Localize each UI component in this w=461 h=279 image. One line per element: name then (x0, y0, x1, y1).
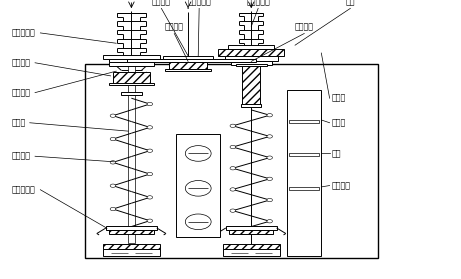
Circle shape (147, 126, 153, 129)
Text: 碟形弹簧: 碟形弹簧 (12, 88, 30, 97)
Circle shape (230, 188, 236, 191)
Text: 传动螺丝: 传动螺丝 (295, 22, 314, 31)
Circle shape (267, 135, 272, 138)
Bar (228, 45, 274, 49)
Circle shape (267, 220, 272, 223)
Circle shape (147, 219, 153, 222)
Bar (128, 59, 135, 243)
Bar (223, 249, 280, 256)
Circle shape (230, 145, 236, 149)
Circle shape (185, 181, 211, 196)
Text: 低压波纹管: 低压波纹管 (12, 28, 35, 37)
Circle shape (110, 207, 116, 211)
Bar (176, 134, 220, 237)
Bar (109, 83, 154, 85)
Bar (226, 226, 277, 230)
Circle shape (230, 124, 236, 128)
Bar (113, 72, 150, 84)
Text: 高压波纹管: 高压波纹管 (246, 0, 270, 6)
Bar (236, 64, 267, 66)
Circle shape (110, 137, 116, 141)
Bar (106, 226, 157, 230)
Text: 压差调节盘: 压差调节盘 (187, 0, 211, 6)
Circle shape (110, 184, 116, 187)
Bar (169, 62, 207, 69)
Bar (85, 64, 378, 258)
Text: 接线架: 接线架 (332, 118, 346, 127)
Bar (127, 59, 256, 62)
Circle shape (267, 156, 272, 159)
Text: 传动芯棒: 传动芯棒 (152, 0, 171, 6)
Bar (229, 230, 273, 234)
Text: 传动杆: 传动杆 (12, 118, 26, 127)
Text: 调节螺丝: 调节螺丝 (165, 22, 184, 31)
Circle shape (185, 214, 211, 230)
Circle shape (110, 161, 116, 164)
Bar (225, 56, 278, 61)
Text: 垫圈: 垫圈 (346, 0, 355, 6)
Text: 调节弹簧: 调节弹簧 (12, 152, 30, 161)
Circle shape (147, 172, 153, 176)
Bar (109, 59, 154, 62)
Circle shape (267, 198, 272, 202)
Circle shape (185, 146, 211, 161)
Circle shape (267, 177, 272, 181)
Text: 弹簧座: 弹簧座 (332, 94, 346, 103)
Bar (231, 61, 272, 65)
Bar (289, 187, 319, 190)
Text: 微动开关: 微动开关 (332, 181, 351, 190)
Circle shape (147, 102, 153, 106)
Bar (289, 153, 319, 156)
Bar (163, 56, 213, 59)
Bar (242, 65, 260, 104)
Bar (103, 249, 160, 256)
Bar (103, 55, 160, 59)
Bar (223, 244, 280, 250)
Circle shape (147, 196, 153, 199)
Bar (121, 92, 142, 95)
Circle shape (110, 114, 116, 117)
Text: 压力调节盘: 压力调节盘 (12, 185, 35, 194)
Circle shape (147, 149, 153, 152)
Bar (109, 230, 154, 234)
Bar (103, 244, 160, 250)
Circle shape (230, 209, 236, 212)
Bar (289, 120, 319, 123)
Text: 支架: 支架 (332, 149, 342, 158)
Circle shape (230, 167, 236, 170)
Bar (241, 104, 261, 107)
Bar (109, 62, 154, 66)
Bar (165, 69, 211, 71)
Text: 调整垫片: 调整垫片 (12, 58, 30, 67)
Circle shape (267, 114, 272, 117)
Bar (287, 90, 321, 256)
Bar (218, 49, 284, 56)
